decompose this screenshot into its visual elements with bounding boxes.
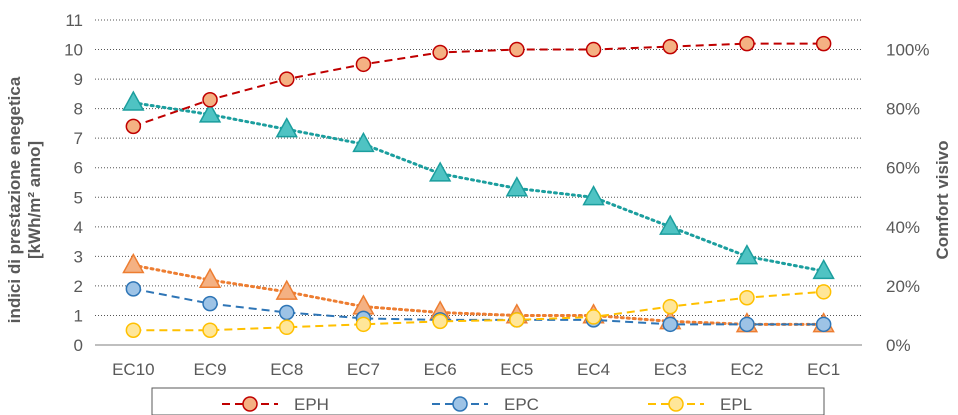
data-point-triangle: [198, 102, 222, 123]
data-point-circle: [279, 71, 295, 87]
data-point-triangle: [812, 258, 835, 280]
data-point-triangle: [428, 161, 452, 182]
left-tick-label: 7: [74, 129, 83, 148]
data-point-circle: [509, 41, 525, 58]
data-point-circle: [585, 41, 602, 58]
data-point-triangle: [352, 131, 375, 153]
right-tick-label: 100%: [886, 41, 929, 60]
left-tick-label: 4: [74, 218, 83, 237]
data-point-circle: [815, 35, 832, 52]
left-tick-label: 5: [74, 188, 83, 207]
data-point-circle: [662, 38, 678, 55]
left-axis-ticks: 0 1 2 3 4 5 6 7 8 9 10 11: [64, 11, 83, 355]
legend-marker: [668, 396, 684, 412]
legend-box: [151, 387, 825, 415]
data-point-circle: [509, 312, 525, 328]
x-tick-label: EC2: [730, 360, 763, 379]
right-tick-label: 0%: [886, 336, 911, 355]
series-epl: [125, 284, 832, 338]
legend-item-eph: EPH: [222, 395, 329, 414]
left-tick-label: 11: [65, 11, 83, 30]
right-tick-label: 80%: [886, 100, 920, 119]
x-tick-label: EC1: [807, 360, 840, 379]
left-axis-title-line2: [kWh/m² anno]: [25, 141, 44, 259]
left-tick-label: 0: [74, 336, 83, 355]
data-point-circle: [202, 92, 218, 108]
series-layer: [122, 35, 835, 338]
left-tick-label: 2: [74, 277, 83, 296]
legend-marker: [242, 396, 258, 412]
data-point-circle: [125, 118, 142, 135]
x-tick-label: EC6: [424, 360, 457, 379]
left-tick-label: 8: [74, 100, 83, 119]
legend-item-epl: EPL: [648, 395, 752, 414]
data-point-circle: [815, 316, 832, 333]
right-axis-ticks: 0% 20% 40% 60% 80% 100%: [886, 41, 929, 355]
data-point-triangle: [275, 117, 298, 138]
legend-label: EPL: [720, 395, 752, 414]
left-tick-label: 9: [74, 70, 83, 89]
x-tick-label: EC10: [112, 360, 155, 379]
legend-marker: [452, 396, 468, 412]
legend-item-epc: EPC: [432, 395, 539, 414]
right-axis-title: Comfort visivo: [933, 140, 952, 259]
series-line: [133, 290, 824, 332]
legend: EPH EPC EPL: [151, 387, 825, 415]
data-point-circle: [202, 322, 218, 338]
data-point-triangle: [275, 279, 298, 300]
series-line: [133, 42, 824, 128]
data-point-circle: [739, 35, 755, 52]
data-point-circle: [125, 281, 142, 297]
data-point-triangle: [735, 244, 759, 265]
data-point-circle: [662, 298, 678, 315]
legend-label: EPC: [504, 395, 539, 414]
right-tick-label: 60%: [886, 159, 920, 178]
right-tick-label: 20%: [886, 277, 920, 296]
left-tick-label: 6: [74, 159, 83, 178]
data-point-circle: [432, 313, 448, 330]
data-point-circle: [739, 289, 755, 306]
x-tick-label: EC9: [194, 360, 227, 379]
left-tick-label: 1: [74, 306, 83, 325]
grid: [95, 19, 862, 346]
data-point-triangle: [198, 267, 222, 289]
right-tick-label: 40%: [886, 218, 920, 237]
data-point-circle: [279, 304, 295, 321]
data-point-triangle: [659, 214, 682, 235]
data-point-circle: [815, 284, 832, 300]
x-tick-label: EC7: [347, 360, 380, 379]
x-axis-ticks: EC10 EC9 EC8 EC7 EC6 EC5 EC4 EC3 EC2 EC1: [112, 360, 840, 379]
x-tick-label: EC4: [577, 360, 610, 379]
data-point-circle: [739, 316, 755, 333]
data-point-circle: [279, 319, 295, 336]
data-point-circle: [585, 309, 602, 325]
data-point-triangle: [505, 176, 529, 197]
data-point-circle: [125, 322, 142, 338]
data-point-circle: [662, 316, 678, 333]
series-line: [131, 101, 826, 273]
series-line: [131, 263, 826, 326]
data-point-circle: [355, 316, 372, 333]
data-point-circle: [432, 44, 448, 61]
left-tick-label: 10: [64, 41, 83, 60]
x-tick-label: EC3: [654, 360, 687, 379]
legend-label: EPH: [294, 395, 329, 414]
data-point-circle: [202, 295, 218, 312]
series-right-4: [122, 90, 835, 280]
data-point-circle: [355, 56, 372, 73]
series-eph: [125, 35, 832, 135]
x-tick-label: EC5: [500, 360, 533, 379]
data-point-triangle: [122, 90, 145, 111]
x-tick-label: EC8: [270, 360, 303, 379]
left-tick-label: 3: [74, 247, 83, 266]
left-axis-title-line1: indici di prestazione enegetica: [5, 76, 24, 323]
data-point-triangle: [582, 185, 605, 206]
series-line: [133, 287, 824, 326]
data-point-triangle: [122, 252, 145, 274]
